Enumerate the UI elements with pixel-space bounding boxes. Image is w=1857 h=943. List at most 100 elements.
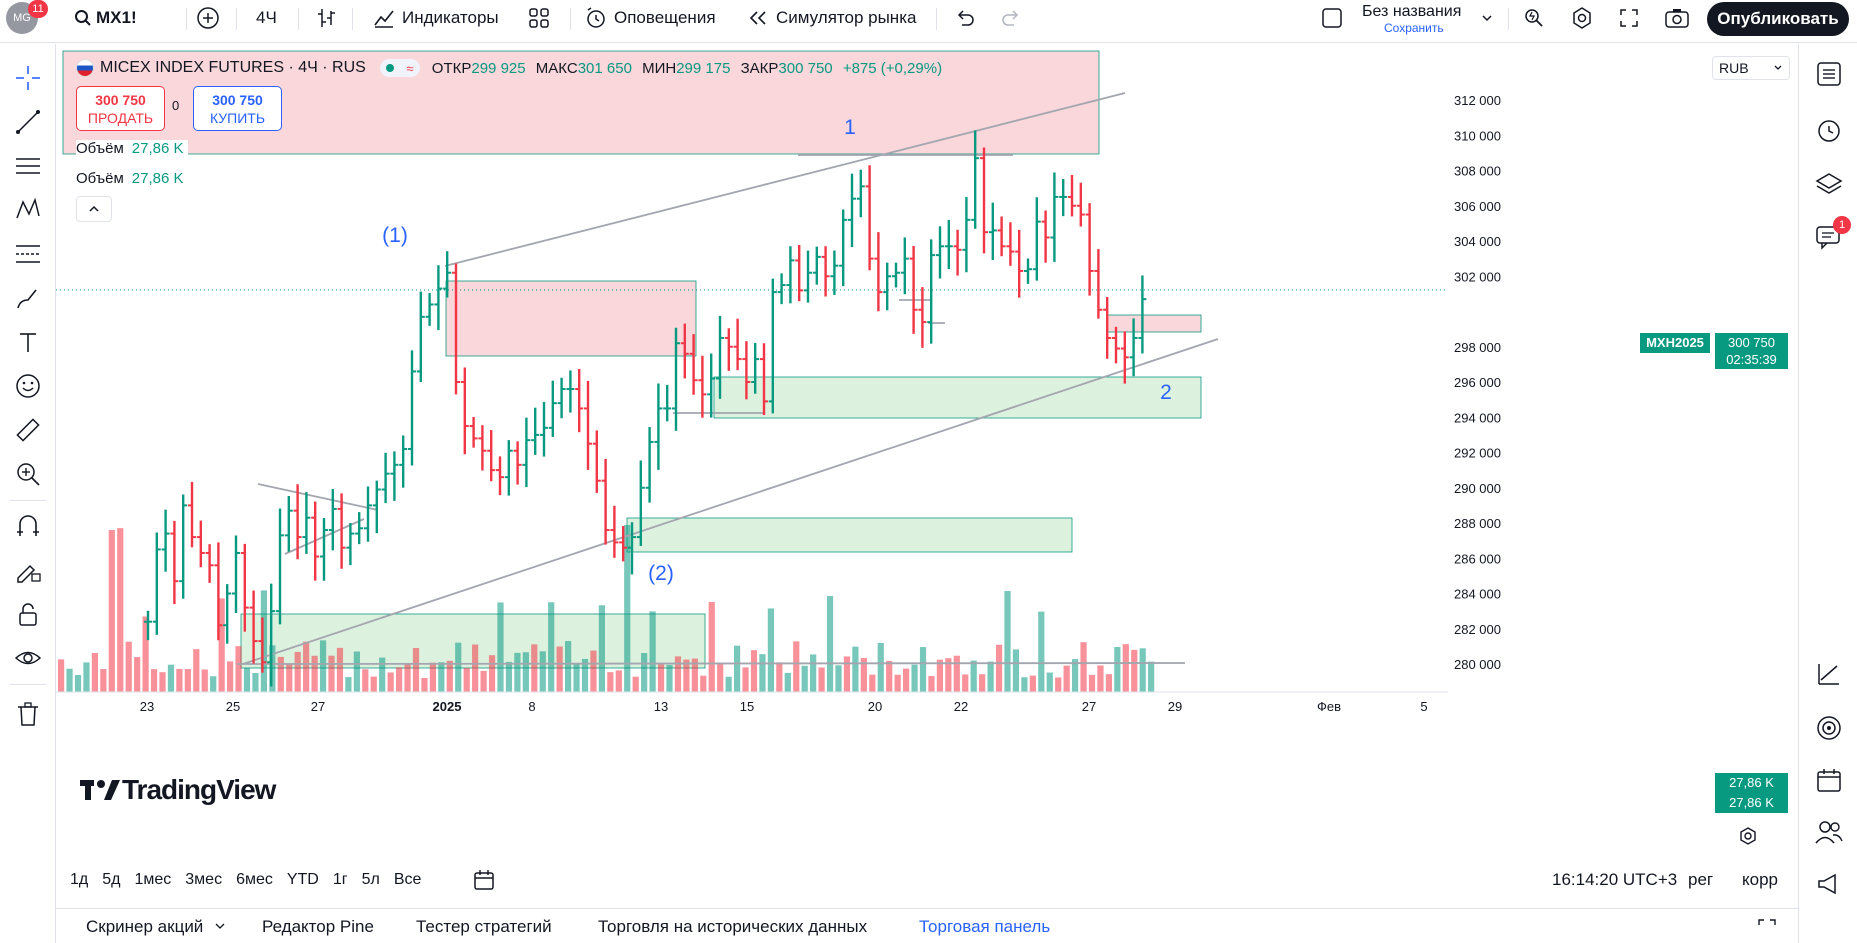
volume-bar	[159, 672, 166, 692]
range-button[interactable]: 5д	[102, 871, 121, 888]
layout-dropdown-button[interactable]	[1480, 0, 1494, 36]
community-button[interactable]	[1809, 812, 1849, 852]
watchlist-icon	[1817, 62, 1841, 86]
volume-bar	[615, 670, 622, 692]
price-axis[interactable]: 312 000 310 000 308 000 306 000 304 000 302 0…	[1454, 93, 1501, 672]
fibonacci-icon	[16, 245, 40, 263]
chart-type-button[interactable]	[316, 0, 338, 36]
time-axis[interactable]: 23 25 27 2025 8 13 15 20 22 27 29 Фев 5	[56, 691, 1448, 714]
low-label: МИН	[642, 59, 677, 77]
go-to-date-button[interactable]	[472, 862, 496, 898]
ohlc-bar	[232, 535, 240, 613]
volume-bar	[455, 642, 462, 692]
templates-button[interactable]	[528, 0, 550, 36]
high-label: МАКС	[535, 59, 578, 77]
measure-tool[interactable]	[10, 412, 46, 448]
lock-drawings-tool[interactable]	[10, 596, 46, 632]
layout-name-block[interactable]: Без названия Сохранить	[1362, 2, 1482, 34]
undo-button[interactable]	[954, 0, 976, 36]
volume-bar	[1063, 665, 1070, 692]
tab-label: Скринер акций	[86, 917, 204, 936]
redo-button[interactable]	[1000, 0, 1022, 36]
indicators-button[interactable]: Индикаторы	[372, 0, 499, 36]
range-button[interactable]: 1г	[332, 871, 348, 888]
range-button[interactable]: 3мес	[185, 871, 223, 888]
currency-select[interactable]: RUB	[1712, 56, 1790, 80]
range-button[interactable]: 6мес	[236, 871, 273, 888]
range-button[interactable]: 1д	[70, 871, 89, 888]
demand-zone	[626, 517, 1073, 553]
chats-button[interactable]	[1809, 216, 1849, 256]
alerts-button[interactable]: Оповещения	[584, 0, 716, 36]
tab-pine-editor[interactable]: Редактор Pine	[262, 917, 374, 936]
crosshair-tool[interactable]	[10, 60, 46, 96]
indicators-label: Индикаторы	[402, 8, 499, 27]
remove-drawings-tool[interactable]	[10, 696, 46, 732]
symbol-search-button[interactable]: MX1!	[74, 0, 137, 36]
calendar-button[interactable]	[1809, 760, 1849, 800]
chevron-down-icon	[215, 923, 225, 929]
collapse-legend-button[interactable]	[76, 196, 112, 222]
settings-button[interactable]	[1570, 0, 1594, 36]
publish-button[interactable]: Опубликовать	[1707, 2, 1849, 36]
trend-line-tool[interactable]	[10, 104, 46, 140]
chart-settings-button[interactable]	[1734, 822, 1762, 850]
horizontal-lines-tool[interactable]	[10, 148, 46, 184]
market-status-badge[interactable]: ≈	[379, 59, 420, 77]
volume-bar	[835, 665, 842, 692]
stay-drawing-tool[interactable]	[10, 552, 46, 588]
range-button[interactable]: Все	[393, 871, 422, 888]
ohlc-bar	[293, 484, 302, 560]
alerts-panel-button[interactable]	[1809, 110, 1849, 150]
text-tool[interactable]	[10, 324, 46, 360]
sell-button[interactable]: 300 750 ПРОДАТЬ	[76, 86, 165, 131]
series-title[interactable]: MICEX INDEX FUTURES · 4Ч · RUS	[100, 59, 366, 76]
tab-replay-trading[interactable]: Торговля на исторических данных	[598, 917, 868, 936]
time-tick-label: 15	[740, 699, 754, 714]
zoom-tool[interactable]	[10, 456, 46, 492]
volume-legend-1[interactable]: Объём 27,86 K	[76, 140, 188, 160]
replay-button[interactable]: Симулятор рынка	[746, 0, 916, 36]
save-link[interactable]: Сохранить	[1384, 21, 1444, 35]
price-tick-label: 280 000	[1454, 657, 1501, 672]
watchlist-button[interactable]	[1809, 54, 1849, 94]
pattern-tool[interactable]	[10, 192, 46, 228]
compare-button[interactable]	[196, 0, 220, 36]
range-button[interactable]: YTD	[286, 871, 319, 888]
range-button[interactable]: 5л	[361, 871, 380, 888]
ohlc-bar	[760, 343, 768, 416]
range-button[interactable]: 1мес	[134, 871, 172, 888]
brush-tool[interactable]	[10, 280, 46, 316]
tab-stock-screener[interactable]: Скринер акций	[86, 917, 226, 937]
ohlc-bar	[971, 130, 980, 229]
volume-bar	[1080, 642, 1087, 692]
buy-button[interactable]: 300 750 КУПИТЬ	[193, 86, 282, 131]
drawing-panel-button[interactable]	[1809, 654, 1849, 694]
ohlc-bar	[689, 334, 698, 395]
tab-trading-panel[interactable]: Торговая панель	[919, 917, 1051, 936]
fullscreen-button[interactable]	[1618, 0, 1640, 36]
volume-legend-2[interactable]: Объём 27,86 K	[76, 170, 188, 190]
object-tree-button[interactable]	[1809, 164, 1849, 204]
layout-select-button[interactable]	[1320, 0, 1344, 36]
ohlc-bar	[848, 173, 856, 248]
emoji-tool[interactable]	[10, 368, 46, 404]
undo-icon	[957, 10, 974, 26]
quick-search-button[interactable]	[1522, 0, 1546, 36]
maximize-panel-button[interactable]	[1756, 917, 1778, 943]
timezone-button[interactable]: 16:14:20 UTC+3	[1552, 870, 1678, 889]
interval-button[interactable]: 4Ч	[256, 0, 277, 36]
session-button[interactable]: рег	[1688, 870, 1714, 889]
magnet-tool[interactable]	[10, 508, 46, 544]
wave-annotations: 1 (1) (2) 2	[382, 116, 1172, 585]
help-button[interactable]	[1809, 864, 1849, 904]
grid-icon	[529, 8, 549, 28]
adjust-button[interactable]: корр	[1742, 870, 1778, 889]
volume-bar	[666, 664, 673, 692]
hide-drawings-tool[interactable]	[10, 640, 46, 676]
snapshot-button[interactable]	[1664, 0, 1690, 36]
ideas-button[interactable]	[1809, 708, 1849, 748]
fib-tool[interactable]	[10, 236, 46, 272]
tab-strategy-tester[interactable]: Тестер стратегий	[416, 917, 552, 936]
